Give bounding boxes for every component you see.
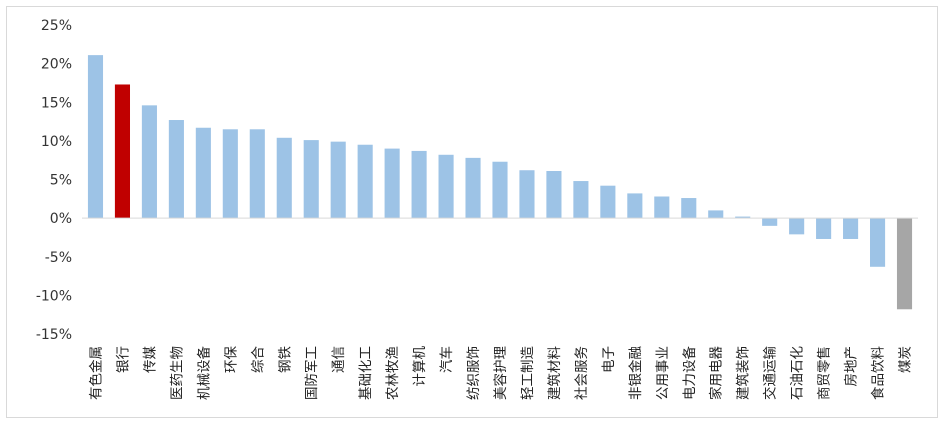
x-tick-label: 钢铁 (277, 346, 293, 373)
bar (168, 120, 184, 219)
x-tick-label: 计算机 (412, 346, 428, 387)
x-tick-label: 商贸零售 (817, 346, 833, 400)
x-tick-label: 环保 (223, 346, 239, 374)
y-tick-label: 10% (41, 134, 72, 150)
bar (896, 218, 913, 310)
x-tick-label: 国防军工 (304, 346, 320, 400)
x-tick-label: 食品饮料 (870, 346, 887, 400)
bar (627, 193, 643, 219)
y-tick-label: 15% (41, 95, 72, 111)
bar (519, 170, 535, 219)
y-axis-labels: 25% 20% 15% 10% 5% 0% -5% -10% -15% (36, 18, 72, 343)
bar (762, 218, 778, 226)
x-tick-label: 建筑材料 (547, 346, 563, 400)
bar (249, 129, 265, 219)
bar (384, 148, 400, 219)
x-tick-label: 社会服务 (574, 346, 590, 400)
bar (573, 181, 589, 219)
bar (492, 161, 508, 219)
x-tick-label: 煤炭 (898, 346, 914, 373)
bar (789, 218, 805, 235)
y-tick-label: 25% (41, 18, 72, 34)
x-tick-label: 美容护理 (492, 346, 509, 400)
x-tick-label: 有色金属 (87, 346, 104, 400)
bar (654, 196, 670, 219)
y-tick-label: -15% (36, 327, 72, 343)
x-tick-label: 农林牧渔 (385, 346, 401, 400)
bar (438, 154, 454, 219)
y-tick-label: 20% (41, 57, 72, 73)
bar (816, 218, 832, 239)
bars (87, 55, 913, 310)
x-tick-label: 非银金融 (628, 346, 644, 400)
y-tick-label: 5% (50, 173, 72, 189)
x-tick-label: 纺织服饰 (466, 346, 482, 400)
bar (546, 171, 562, 219)
bar (195, 127, 211, 219)
bar (681, 198, 697, 219)
x-tick-label: 传媒 (142, 346, 158, 373)
x-tick-label: 银行 (115, 346, 131, 373)
bar (141, 105, 157, 219)
x-tick-label: 房地产 (844, 346, 860, 387)
bar (735, 216, 751, 219)
y-tick-label: -10% (36, 288, 72, 304)
x-tick-label: 电力设备 (681, 346, 698, 400)
x-tick-label: 医药生物 (169, 346, 185, 400)
bar (600, 185, 616, 219)
x-tick-label: 汽车 (438, 346, 455, 373)
y-tick-label: -5% (45, 250, 72, 266)
x-axis-labels: 有色金属 银行 传媒 医药生物 机械设备 环保 综合 钢铁 国防军工 通信 基础化工 农林牧渔 计算机汽… (87, 346, 913, 401)
x-tick-label: 交通运输 (762, 346, 779, 400)
x-tick-label: 公用事业 (655, 346, 671, 400)
bar (843, 218, 859, 239)
bar (869, 218, 886, 267)
x-tick-label: 电子 (601, 346, 617, 373)
x-tick-label: 机械设备 (195, 346, 212, 400)
y-tick-label: 0% (50, 211, 72, 227)
bar (330, 141, 346, 219)
x-tick-label: 建筑装饰 (736, 346, 752, 400)
bar (222, 129, 238, 219)
x-tick-label: 通信 (331, 346, 347, 373)
bar (114, 84, 131, 219)
bar (303, 140, 319, 219)
x-tick-label: 基础化工 (357, 346, 374, 400)
x-tick-label: 轻工制造 (520, 346, 536, 400)
bar (411, 150, 427, 219)
x-tick-label: 石油石化 (790, 346, 806, 400)
bar (357, 144, 373, 219)
bar (87, 55, 104, 219)
x-tick-label: 综合 (250, 346, 266, 373)
x-tick-label: 家用电器 (708, 346, 725, 400)
bar (465, 157, 481, 219)
bar (276, 137, 292, 219)
bar (708, 210, 724, 219)
